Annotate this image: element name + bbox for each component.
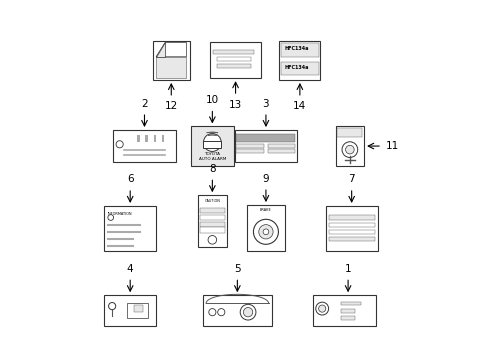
FancyBboxPatch shape (236, 149, 264, 153)
FancyBboxPatch shape (279, 41, 320, 80)
Text: 12: 12 (164, 102, 178, 111)
FancyBboxPatch shape (104, 206, 156, 251)
Text: CAUTION: CAUTION (204, 199, 220, 203)
FancyBboxPatch shape (156, 57, 186, 78)
Text: 2: 2 (141, 99, 147, 109)
Circle shape (315, 302, 328, 315)
FancyBboxPatch shape (281, 62, 318, 75)
FancyBboxPatch shape (328, 230, 374, 234)
FancyBboxPatch shape (200, 227, 224, 233)
FancyBboxPatch shape (340, 302, 360, 305)
Text: BRAKE: BRAKE (260, 208, 271, 212)
FancyBboxPatch shape (313, 295, 375, 325)
FancyBboxPatch shape (162, 135, 164, 143)
FancyBboxPatch shape (104, 295, 156, 325)
FancyBboxPatch shape (340, 316, 354, 320)
Circle shape (341, 142, 357, 157)
FancyBboxPatch shape (203, 141, 221, 148)
FancyBboxPatch shape (126, 303, 148, 318)
FancyBboxPatch shape (236, 144, 264, 148)
FancyBboxPatch shape (216, 57, 250, 61)
FancyBboxPatch shape (152, 41, 190, 80)
FancyBboxPatch shape (202, 295, 272, 325)
FancyBboxPatch shape (137, 135, 140, 143)
Circle shape (217, 309, 224, 316)
Text: AUTO ALARM: AUTO ALARM (198, 157, 225, 161)
FancyBboxPatch shape (165, 135, 168, 143)
Text: 9: 9 (262, 174, 269, 184)
FancyBboxPatch shape (190, 126, 233, 166)
FancyBboxPatch shape (153, 135, 156, 143)
FancyBboxPatch shape (328, 215, 374, 220)
FancyBboxPatch shape (200, 215, 224, 220)
Circle shape (116, 141, 123, 148)
Text: 4: 4 (126, 264, 133, 274)
FancyBboxPatch shape (216, 64, 250, 68)
Circle shape (207, 235, 216, 244)
Text: 10: 10 (205, 95, 219, 105)
Circle shape (208, 309, 216, 316)
Text: 1: 1 (344, 264, 351, 274)
Text: 5: 5 (234, 264, 240, 274)
Text: HFC134a: HFC134a (284, 65, 308, 70)
FancyBboxPatch shape (141, 135, 143, 143)
Circle shape (258, 225, 272, 239)
Circle shape (318, 305, 325, 312)
FancyBboxPatch shape (328, 222, 374, 227)
FancyBboxPatch shape (213, 50, 254, 54)
Circle shape (108, 302, 116, 310)
FancyBboxPatch shape (328, 237, 374, 242)
Circle shape (263, 229, 268, 235)
Text: HFC134a: HFC134a (284, 46, 308, 51)
FancyBboxPatch shape (267, 144, 295, 148)
FancyBboxPatch shape (267, 149, 295, 153)
Circle shape (345, 145, 353, 154)
Text: 8: 8 (208, 164, 215, 174)
FancyBboxPatch shape (113, 130, 175, 162)
Text: 13: 13 (228, 100, 242, 110)
FancyBboxPatch shape (337, 128, 362, 137)
FancyBboxPatch shape (325, 206, 377, 251)
FancyBboxPatch shape (246, 205, 284, 251)
Circle shape (203, 134, 221, 152)
Circle shape (240, 304, 255, 320)
Circle shape (243, 307, 252, 317)
Text: INFORMATION: INFORMATION (108, 212, 132, 216)
FancyBboxPatch shape (145, 135, 148, 143)
FancyBboxPatch shape (200, 207, 224, 213)
FancyBboxPatch shape (281, 43, 318, 57)
FancyBboxPatch shape (340, 309, 354, 312)
FancyBboxPatch shape (134, 305, 142, 312)
FancyBboxPatch shape (236, 134, 295, 143)
Text: 7: 7 (347, 175, 354, 184)
FancyBboxPatch shape (234, 130, 297, 162)
FancyBboxPatch shape (209, 42, 261, 78)
Text: 3: 3 (262, 99, 269, 109)
FancyBboxPatch shape (335, 126, 364, 166)
Circle shape (108, 215, 113, 220)
Text: 11: 11 (385, 141, 398, 151)
Text: TOYOTA: TOYOTA (204, 152, 220, 156)
Text: 14: 14 (293, 102, 306, 111)
Circle shape (253, 219, 278, 244)
Polygon shape (156, 42, 186, 57)
FancyBboxPatch shape (158, 135, 160, 143)
FancyBboxPatch shape (149, 135, 152, 143)
FancyBboxPatch shape (200, 222, 224, 227)
Text: 6: 6 (126, 175, 133, 184)
Polygon shape (156, 42, 164, 57)
FancyBboxPatch shape (198, 195, 226, 247)
